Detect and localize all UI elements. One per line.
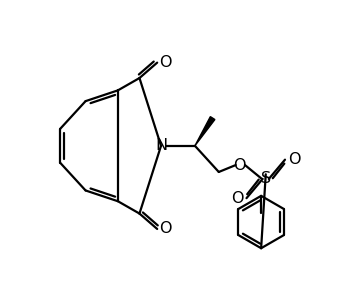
Text: O: O (233, 157, 246, 173)
Text: S: S (261, 171, 271, 187)
Text: O: O (231, 191, 243, 206)
Polygon shape (195, 117, 215, 146)
Text: O: O (288, 152, 300, 167)
Text: O: O (159, 55, 171, 70)
Text: N: N (155, 138, 167, 153)
Text: O: O (159, 221, 171, 237)
